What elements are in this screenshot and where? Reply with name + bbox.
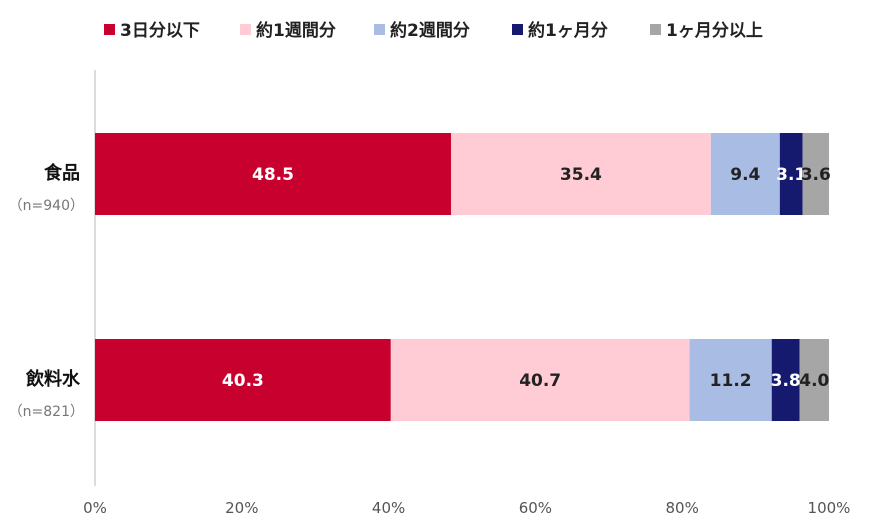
- legend-label: 約1週間分: [256, 20, 336, 41]
- legend-label: 3日分以下: [120, 21, 200, 41]
- bar-segment: [799, 339, 829, 421]
- legend-label: 1ヶ月分以上: [666, 21, 763, 41]
- data-label: 3.6: [801, 165, 831, 185]
- data-label: 48.5: [252, 165, 294, 185]
- data-label: 3.1: [776, 165, 806, 185]
- legend: 3日分以下 約1週間分 約2週間分 約1ヶ月分 1ヶ月分以上: [104, 20, 763, 41]
- bar-segment: [779, 133, 803, 215]
- bar-segment: [450, 133, 711, 215]
- x-tick-label: 20%: [225, 499, 258, 517]
- bar-segment: [689, 339, 772, 421]
- legend-label: 約2週間分: [390, 20, 470, 41]
- legend-swatch: [512, 24, 523, 35]
- x-tick-label: 80%: [666, 499, 699, 517]
- data-label: 11.2: [710, 371, 752, 391]
- legend-label: 約1ヶ月分: [528, 20, 608, 41]
- bars: 48.5 35.4 9.4 3.13.6 40.3 40.7 11.2 3.84.0: [95, 133, 831, 421]
- category-n-label: （n=821）: [9, 404, 84, 420]
- bar-segment: [390, 339, 690, 421]
- category-label: 飲料水: [25, 368, 81, 390]
- x-tick-label: 60%: [519, 499, 552, 517]
- bar-segment: [802, 133, 829, 215]
- legend-swatch: [240, 24, 251, 35]
- legend-swatch: [104, 24, 115, 35]
- data-label: 3.8: [771, 371, 801, 391]
- bar-segment: [771, 339, 800, 421]
- data-label: 40.7: [519, 371, 561, 391]
- x-axis-ticks: 0% 20% 40% 60% 80% 100%: [83, 499, 850, 517]
- x-tick-label: 40%: [372, 499, 405, 517]
- category-n-label: （n=940）: [9, 198, 84, 214]
- bar-segment: [95, 133, 451, 215]
- legend-swatch: [650, 24, 661, 35]
- category-label: 食品: [43, 162, 80, 184]
- x-tick-label: 0%: [83, 499, 107, 517]
- bar-segment: [95, 339, 391, 421]
- data-label: 40.3: [222, 371, 264, 391]
- legend-swatch: [374, 24, 385, 35]
- bar-segment: [710, 133, 780, 215]
- data-label: 4.0: [799, 371, 829, 391]
- data-label: 9.4: [730, 165, 760, 185]
- data-label: 35.4: [560, 165, 602, 185]
- x-tick-label: 100%: [808, 499, 851, 517]
- category-labels: 食品 （n=940） 飲料水 （n=821）: [9, 162, 84, 420]
